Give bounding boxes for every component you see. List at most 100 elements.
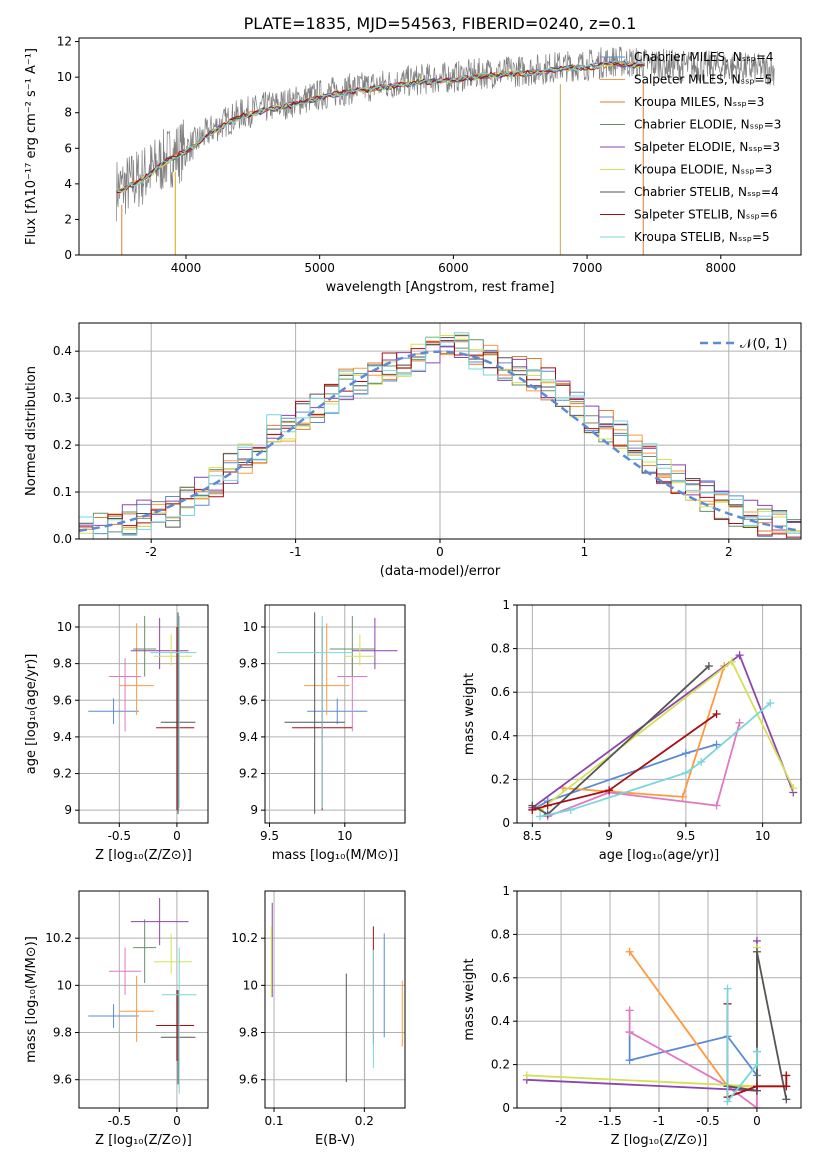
- chart-residuals: -2 -1 0 1 2 0.0 0.1 0.2 0.3 0.4 (data-model)/error…: [24, 322, 802, 579]
- plot-frame: [516, 890, 802, 1109]
- y-axis-label: Flux [fλ10⁻¹⁷ erg cm⁻² s⁻¹ A⁻¹]: [24, 48, 39, 245]
- data-point: [156, 990, 195, 1061]
- y-tick-label: 10: [57, 70, 72, 84]
- x-tick-label: 9: [605, 829, 613, 843]
- y-tick-label: 0.2: [491, 1058, 510, 1072]
- x-tick-label: 0: [173, 829, 181, 843]
- plot-area: [277, 612, 398, 814]
- series: [522, 943, 761, 1091]
- y-axis-label: age [log₁₀(age/yr)]: [24, 654, 39, 775]
- legend-entry: Kroupa ELODIE, Nₛₛₚ=3: [634, 163, 772, 177]
- data-point: [161, 947, 197, 1094]
- y-tick-label: 10: [243, 620, 258, 634]
- plot-frame: [264, 890, 406, 1109]
- legend-entry: Chabrier MILES, Nₛₛₚ=4: [634, 50, 774, 64]
- series: [522, 936, 761, 1095]
- plot-area: [116, 46, 775, 255]
- series: [625, 1006, 761, 1108]
- y-tick-label: 10: [57, 978, 72, 992]
- data-point: [329, 615, 375, 677]
- y-axis-label: mass weight: [462, 958, 477, 1040]
- data-point: [156, 626, 195, 811]
- x-axis-label: wavelength [Angstrom, rest frame]: [326, 280, 555, 295]
- data-point: [344, 634, 375, 666]
- x-tick-label: -2: [555, 1114, 567, 1128]
- model-spectrum-line: [116, 60, 645, 193]
- normal-curve-line: [79, 350, 801, 533]
- chart-mass_vs_Z: -0.5 0 9.6 9.8 10 10.2 Z [log₁₀(Z/Z⊙)] mass [lo…: [24, 890, 209, 1148]
- y-tick-label: 0.6: [491, 971, 510, 985]
- x-tick-label: -0.5: [108, 1114, 131, 1128]
- y-tick-label: 10: [57, 620, 72, 634]
- x-tick-label: 10: [337, 829, 352, 843]
- data-point: [160, 612, 196, 814]
- y-tick-label: 0: [64, 248, 72, 262]
- y-tick-label: 9.8: [53, 657, 72, 671]
- legend-entry: Kroupa MILES, Nₛₛₚ=3: [634, 95, 764, 109]
- plot-area: [522, 936, 791, 1108]
- x-tick-label: 7000: [572, 261, 603, 275]
- legend-entry: Kroupa STELIB, Nₛₛₚ=5: [634, 230, 770, 244]
- y-tick-label: 8: [64, 106, 72, 120]
- legend-entry: Salpeter STELIB, Nₛₛₚ=6: [634, 208, 778, 222]
- plot-frame: [516, 604, 802, 824]
- data-point: [133, 919, 157, 983]
- plot-frame: [78, 890, 209, 1109]
- data-point: [130, 617, 189, 670]
- legend-entry: Chabrier STELIB, Nₛₛₚ=4: [634, 185, 779, 199]
- y-tick-label: 0.1: [53, 485, 72, 499]
- x-tick-label: -0.5: [108, 829, 131, 843]
- x-axis-label: (data-model)/error: [380, 564, 501, 579]
- x-tick-label: 2: [725, 545, 733, 559]
- y-tick-label: 6: [64, 141, 72, 155]
- x-axis-label: Z [log₁₀(Z/Z⊙)]: [95, 1133, 192, 1148]
- data-point: [284, 612, 345, 814]
- series: [528, 662, 713, 819]
- data-point: [307, 698, 368, 725]
- y-tick-label: 0.0: [53, 532, 72, 546]
- chart-mass_vs_EBV: 0.1 0.2 9.6 9.8 10 10.2 E(B-V): [231, 890, 406, 1148]
- x-tick-label: 0: [173, 1114, 181, 1128]
- legend-entry: Salpeter MILES, Nₛₛₚ=5: [634, 73, 772, 87]
- y-tick-label: 1: [502, 598, 510, 612]
- y-tick-label: 9.8: [53, 1026, 72, 1040]
- legend-entry: Chabrier ELODIE, Nₛₛₚ=3: [634, 118, 781, 132]
- y-tick-label: 10.2: [231, 931, 258, 945]
- y-tick-label: 12: [57, 35, 72, 49]
- data-point: [150, 615, 197, 809]
- legend: 𝒩(0, 1): [700, 337, 787, 352]
- x-tick-label: 6000: [438, 261, 469, 275]
- legend-entry: 𝒩(0, 1): [740, 337, 787, 352]
- data-point: [130, 898, 189, 946]
- series: [543, 718, 744, 821]
- x-tick-label: -1.5: [598, 1114, 621, 1128]
- y-tick-label: 0.2: [491, 772, 510, 786]
- series-line: [726, 988, 758, 1105]
- series: [723, 984, 761, 1106]
- x-tick-label: -1: [290, 545, 302, 559]
- x-tick-label: 5000: [304, 261, 335, 275]
- legend: Chabrier MILES, Nₛₛₚ=4 Salpeter MILES, Nₛ…: [600, 50, 781, 244]
- histogram-step: [79, 332, 801, 539]
- y-tick-label: 10: [243, 978, 258, 992]
- figure-title: PLATE=1835, MJD=54563, FIBERID=0240, z=0…: [244, 14, 637, 33]
- y-tick-label: 9.8: [239, 657, 258, 671]
- y-tick-label: 0.4: [491, 1014, 510, 1028]
- series: [723, 947, 791, 1104]
- data-point: [153, 634, 192, 666]
- x-axis-label: E(B-V): [315, 1133, 355, 1148]
- plot-area: [88, 898, 197, 1094]
- y-tick-label: 0.8: [491, 642, 510, 656]
- plot-frame: [264, 604, 406, 824]
- chart-weight_vs_Z: -2 -1.5 -1 -0.5 0 0 0.2 0.4 0.6 0.8 1 Z [log₁₀(Z/Z⊙…: [462, 884, 802, 1148]
- series: [625, 1028, 761, 1080]
- series-line: [532, 713, 718, 811]
- series: [536, 699, 775, 821]
- data-point: [153, 933, 192, 974]
- y-tick-label: 9.6: [239, 1073, 258, 1087]
- data-point: [119, 975, 154, 1042]
- y-tick-label: 9.6: [53, 693, 72, 707]
- y-tick-label: 0.4: [491, 729, 510, 743]
- y-tick-label: 9.2: [239, 767, 258, 781]
- series-line: [547, 722, 741, 818]
